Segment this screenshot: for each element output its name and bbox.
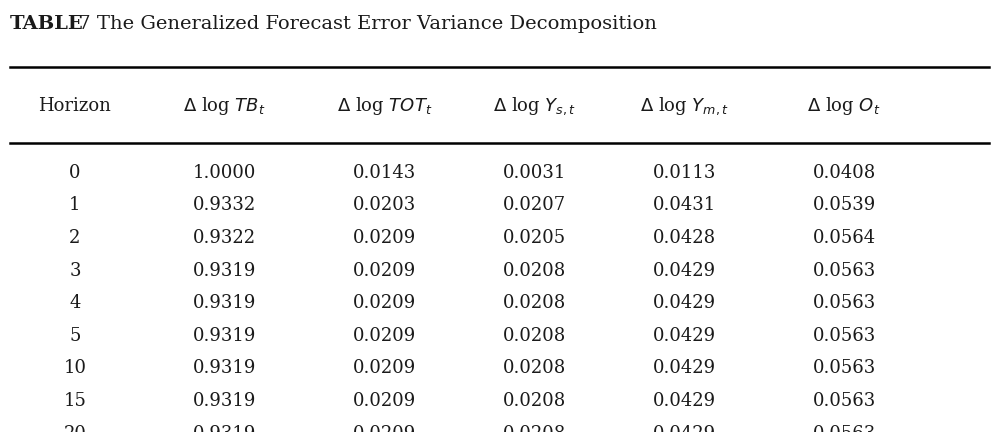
Text: Horizon: Horizon — [39, 97, 111, 115]
Text: 0.0207: 0.0207 — [502, 197, 566, 214]
Text: 0.0564: 0.0564 — [812, 229, 876, 247]
Text: 0.0209: 0.0209 — [353, 327, 417, 345]
Text: 0.0143: 0.0143 — [353, 164, 417, 182]
Text: 0: 0 — [69, 164, 81, 182]
Text: 0.9319: 0.9319 — [193, 294, 257, 312]
Text: 0.0031: 0.0031 — [502, 164, 566, 182]
Text: 0.0209: 0.0209 — [353, 392, 417, 410]
Text: 0.0208: 0.0208 — [502, 425, 566, 432]
Text: $\Delta$ log $\mathit{O}_t$: $\Delta$ log $\mathit{O}_t$ — [807, 95, 881, 117]
Text: 0.0563: 0.0563 — [812, 294, 876, 312]
Text: 0.0539: 0.0539 — [812, 197, 876, 214]
Text: 5: 5 — [69, 327, 81, 345]
Text: 0.0208: 0.0208 — [502, 294, 566, 312]
Text: 0.0208: 0.0208 — [502, 392, 566, 410]
Text: 0.0431: 0.0431 — [652, 197, 716, 214]
Text: 0.9319: 0.9319 — [193, 425, 257, 432]
Text: 0.0209: 0.0209 — [353, 229, 417, 247]
Text: 0.0209: 0.0209 — [353, 359, 417, 378]
Text: 0.0208: 0.0208 — [502, 359, 566, 378]
Text: 0.9319: 0.9319 — [193, 327, 257, 345]
Text: 1.0000: 1.0000 — [193, 164, 257, 182]
Text: 0.0429: 0.0429 — [652, 294, 716, 312]
Text: 0.9332: 0.9332 — [193, 197, 257, 214]
Text: 10: 10 — [63, 359, 87, 378]
Text: 0.0563: 0.0563 — [812, 327, 876, 345]
Text: 0.0428: 0.0428 — [652, 229, 716, 247]
Text: 0.0429: 0.0429 — [652, 359, 716, 378]
Text: $\Delta$ log $\mathit{TB}_t$: $\Delta$ log $\mathit{TB}_t$ — [184, 95, 266, 117]
Text: 0.9319: 0.9319 — [193, 359, 257, 378]
Text: 0.0563: 0.0563 — [812, 425, 876, 432]
Text: 0.0563: 0.0563 — [812, 359, 876, 378]
Text: 0.0208: 0.0208 — [502, 262, 566, 280]
Text: 0.0209: 0.0209 — [353, 262, 417, 280]
Text: 0.0203: 0.0203 — [353, 197, 417, 214]
Text: 0.0563: 0.0563 — [812, 262, 876, 280]
Text: 20: 20 — [64, 425, 86, 432]
Text: 0.0208: 0.0208 — [502, 327, 566, 345]
Text: 0.0429: 0.0429 — [652, 262, 716, 280]
Text: 15: 15 — [64, 392, 86, 410]
Text: 0.0408: 0.0408 — [812, 164, 876, 182]
Text: 0.0429: 0.0429 — [652, 392, 716, 410]
Text: 0.9322: 0.9322 — [193, 229, 257, 247]
Text: 0.9319: 0.9319 — [193, 262, 257, 280]
Text: $\Delta$ log $\mathit{Y}_{m,t}$: $\Delta$ log $\mathit{Y}_{m,t}$ — [639, 95, 729, 117]
Text: $\Delta$ log $\mathit{TOT}_t$: $\Delta$ log $\mathit{TOT}_t$ — [337, 95, 433, 117]
Text: 1: 1 — [69, 197, 81, 214]
Text: 0.0209: 0.0209 — [353, 425, 417, 432]
Text: 0.0429: 0.0429 — [652, 327, 716, 345]
Text: 3: 3 — [69, 262, 81, 280]
Text: TABLE: TABLE — [10, 15, 84, 33]
Text: 0.0563: 0.0563 — [812, 392, 876, 410]
Text: 0.0429: 0.0429 — [652, 425, 716, 432]
Text: 4: 4 — [69, 294, 81, 312]
Text: 2: 2 — [69, 229, 81, 247]
Text: 0.9319: 0.9319 — [193, 392, 257, 410]
Text: 0.0209: 0.0209 — [353, 294, 417, 312]
Text: 0.0113: 0.0113 — [652, 164, 716, 182]
Text: $\Delta$ log $\mathit{Y}_{s,t}$: $\Delta$ log $\mathit{Y}_{s,t}$ — [493, 95, 576, 117]
Text: 0.0205: 0.0205 — [502, 229, 566, 247]
Text: 7 The Generalized Forecast Error Variance Decomposition: 7 The Generalized Forecast Error Varianc… — [72, 15, 656, 33]
